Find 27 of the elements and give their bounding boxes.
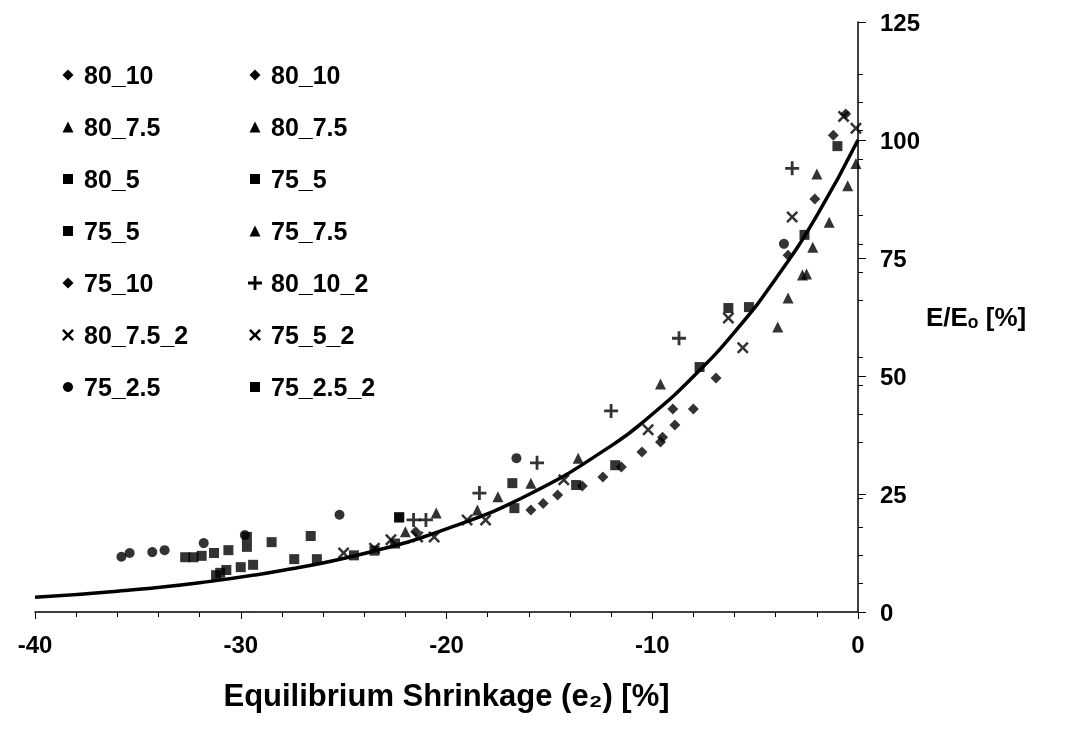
legend-label: 80_7.5 xyxy=(84,112,161,141)
x-tick-label: -30 xyxy=(223,630,259,658)
y-tick-label: 25 xyxy=(880,480,907,508)
legend-label: 75_5 xyxy=(271,164,327,193)
legend-label: 80_10 xyxy=(271,60,341,89)
y-tick-label: 100 xyxy=(880,126,921,154)
x-tick-label: -20 xyxy=(429,630,464,658)
legend-label: 75_2.5 xyxy=(84,372,161,401)
y-tick-label: 50 xyxy=(880,362,907,390)
x-axis-title: Equilibrium Shrinkage (e₂) [%] xyxy=(223,678,670,713)
legend-label: 75_5_2 xyxy=(271,320,355,349)
legend-label: 80_5 xyxy=(84,164,140,193)
x-tick-label: -40 xyxy=(17,630,53,658)
legend-label: 80_10_2 xyxy=(271,268,369,297)
y-tick-label: 125 xyxy=(880,8,921,36)
legend-label: 80_10 xyxy=(84,60,154,89)
x-tick-label: -10 xyxy=(634,630,670,658)
y-tick-label: 75 xyxy=(880,244,907,272)
legend-label: 75_10 xyxy=(84,268,154,297)
legend-label: 80_7.5 xyxy=(271,112,348,141)
legend-label: 80_7.5_2 xyxy=(84,320,189,349)
y-tick-label: 0 xyxy=(880,598,894,626)
legend-label: 75_2.5_2 xyxy=(271,372,376,401)
legend-label: 75_5 xyxy=(84,216,140,245)
x-tick-label: 0 xyxy=(851,630,865,658)
legend-label: 75_7.5 xyxy=(271,216,348,245)
y-axis-title: E/Eₒ [%] xyxy=(925,302,1027,332)
